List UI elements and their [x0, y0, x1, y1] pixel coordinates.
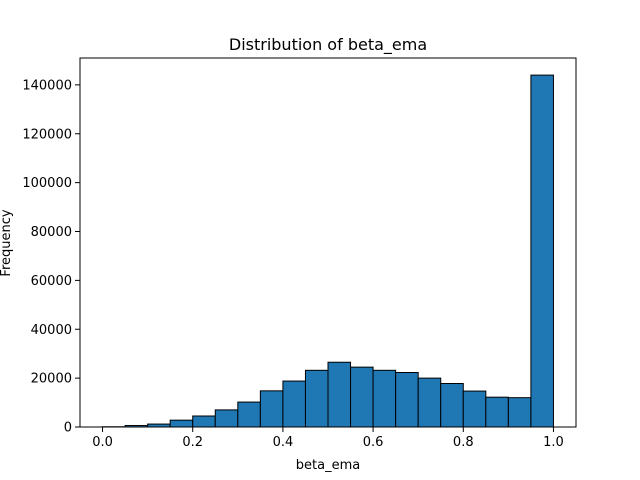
- histogram-bar: [462, 390, 487, 428]
- y-tick-label: 140000: [22, 78, 72, 93]
- y-axis-label: Frequency: [0, 209, 14, 276]
- chart-title: Distribution of beta_ema: [229, 35, 427, 55]
- histogram-bar: [304, 369, 329, 428]
- histogram-bar: [282, 380, 306, 428]
- histogram-bars: [102, 74, 554, 428]
- y-tick-label: 100000: [22, 176, 72, 191]
- histogram-bar: [417, 377, 442, 428]
- y-tick-label: 80000: [31, 225, 72, 240]
- x-tick-label: 0.6: [363, 435, 384, 450]
- histogram-bar: [237, 401, 261, 428]
- histogram-bar: [440, 383, 464, 428]
- x-tick-label: 0.2: [182, 435, 203, 450]
- y-axis-ticks: 0 20000 40000 60000 80000 100000 120000 140000: [22, 78, 80, 436]
- histogram-bar: [372, 369, 397, 428]
- x-tick-label: 0.8: [453, 435, 474, 450]
- y-tick-label: 60000: [31, 274, 72, 289]
- histogram-bar: [485, 396, 509, 428]
- x-axis-label: beta_ema: [296, 458, 360, 473]
- x-tick-label: 0.0: [92, 435, 113, 450]
- histogram-bar: [169, 419, 194, 428]
- x-tick-label: 1.0: [543, 435, 564, 450]
- y-tick-label: 120000: [22, 127, 72, 142]
- histogram-bar: [192, 415, 216, 428]
- histogram-bar: [395, 372, 419, 428]
- histogram-bar: [327, 361, 352, 428]
- axes-frame: [79, 57, 577, 428]
- y-tick-label: 40000: [31, 323, 72, 338]
- y-tick-label: 20000: [31, 372, 72, 387]
- histogram-bar: [214, 409, 239, 428]
- histogram-bar: [507, 397, 532, 428]
- histogram-bar: [350, 366, 374, 428]
- histogram-bar: [530, 74, 554, 428]
- y-tick-label: 0: [64, 421, 72, 436]
- x-tick-label: 0.4: [273, 435, 294, 450]
- histogram-bar: [259, 390, 284, 428]
- x-axis-ticks: 0.0 0.2 0.4 0.6 0.8 1.0: [92, 427, 564, 450]
